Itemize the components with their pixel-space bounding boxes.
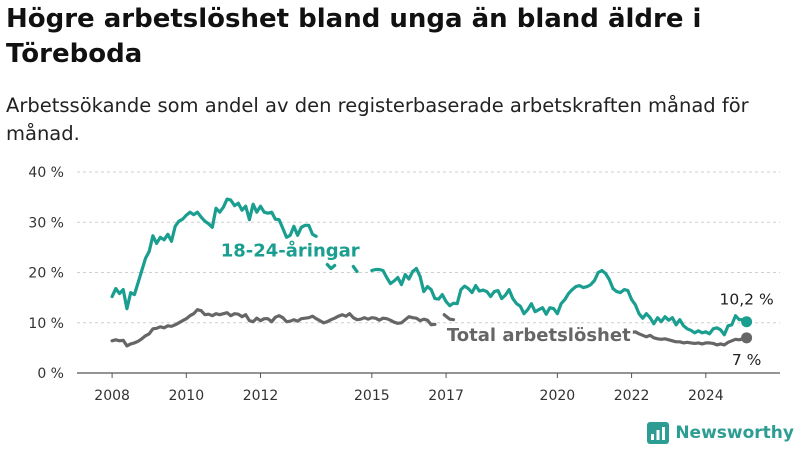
chart-grid — [77, 171, 780, 374]
y-axis-ticks: 0 % 10 % 20 % 30 % 40 % — [28, 165, 64, 382]
series-line-total-arbetsloshet — [442, 313, 456, 322]
series-label-total-arbetsloshet: Total arbetslöshet — [447, 325, 631, 346]
series-line-18-24-aringar — [110, 197, 318, 311]
x-tick-label: 2015 — [354, 388, 390, 404]
end-point-18-24-aringar — [741, 316, 753, 328]
x-axis-ticks: 2008 2010 2012 2015 2017 2020 2022 2024 — [94, 373, 724, 404]
x-tick-label: 2012 — [243, 388, 279, 404]
newsworthy-brand: Newsworthy — [647, 422, 794, 444]
end-point-total-arbetsloshet — [741, 332, 753, 344]
series-label-18-24-aringar: 18-24-åringar — [221, 239, 360, 261]
series-line-18-24-aringar — [370, 266, 749, 337]
x-tick-label: 2022 — [614, 388, 650, 404]
y-tick-label: 0 % — [37, 366, 64, 382]
chart-subtitle: Arbetssökande som andel av den registerb… — [6, 94, 749, 145]
chart-title: Högre arbetslöshet bland unga än bland ä… — [6, 4, 702, 69]
y-tick-label: 10 % — [28, 316, 64, 332]
brand-name: Newsworthy — [675, 423, 794, 443]
series-line-total-arbetsloshet — [110, 308, 437, 348]
x-tick-label: 2008 — [94, 388, 130, 404]
chart-series — [110, 197, 753, 348]
end-value-label-total-arbetsloshet: 7 % — [732, 351, 762, 369]
x-tick-label: 2020 — [540, 388, 576, 404]
series-line-total-arbetsloshet — [628, 330, 749, 347]
x-tick-label: 2024 — [688, 388, 724, 404]
series-line-18-24-aringar — [351, 264, 359, 274]
series-line-18-24-aringar — [325, 262, 337, 271]
y-tick-label: 30 % — [28, 215, 64, 231]
x-tick-label: 2017 — [428, 388, 464, 404]
end-value-label-18-24-aringar: 10,2 % — [720, 291, 774, 309]
bar-chart-logo-icon — [647, 422, 670, 444]
x-tick-label: 2010 — [168, 388, 204, 404]
y-tick-label: 40 % — [28, 165, 64, 181]
y-tick-label: 20 % — [28, 266, 64, 282]
series-labels: 18-24-åringar Total arbetslöshet 10,2 % … — [218, 237, 774, 369]
